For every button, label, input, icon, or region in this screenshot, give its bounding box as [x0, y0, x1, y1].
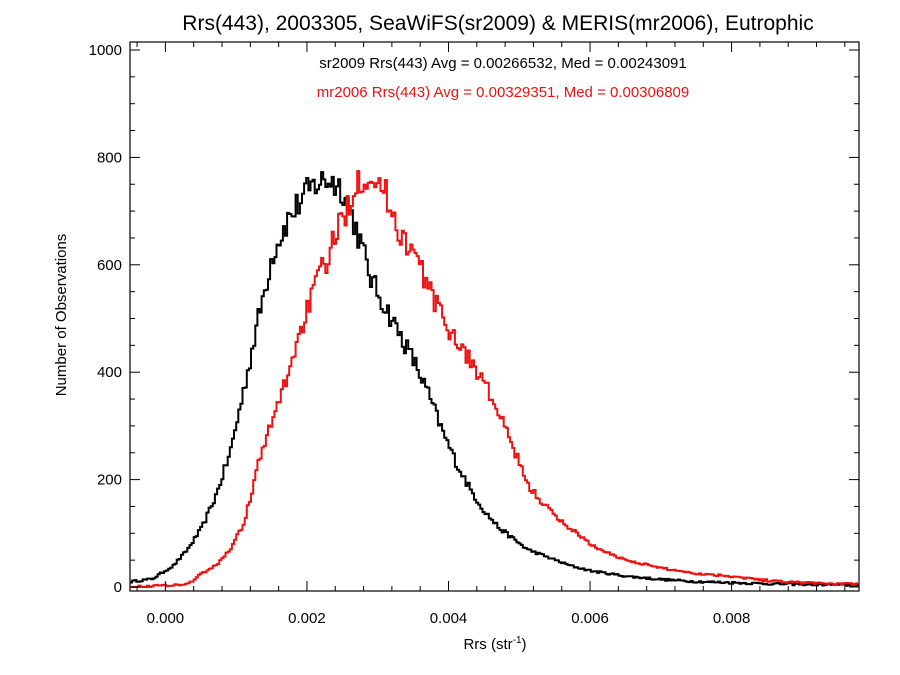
- x-tick-label: 0.006: [571, 610, 609, 627]
- series-line-0: [130, 171, 860, 587]
- x-tick-label: 0.008: [713, 610, 751, 627]
- series-group: [130, 170, 860, 588]
- plot-frame: [129, 41, 860, 592]
- y-axis-label: Number of Observations: [53, 234, 70, 397]
- x-axis-label-end: ): [522, 636, 527, 653]
- y-tick-label: 400: [97, 364, 122, 381]
- chart-title: Rrs(443), 2003305, SeaWiFS(sr2009) & MER…: [182, 12, 813, 35]
- y-tick-label: 600: [97, 257, 122, 274]
- x-tick-label: 0.002: [288, 610, 326, 627]
- y-tick-label: 800: [97, 149, 122, 166]
- legend-entry-sr2009: sr2009 Rrs(443) Avg = 0.00266532, Med = …: [319, 55, 687, 72]
- legend-entry-mr2006: mr2006 Rrs(443) Avg = 0.00329351, Med = …: [317, 84, 690, 101]
- x-tick-label: 0.004: [430, 610, 468, 627]
- y-tick-label: 200: [97, 472, 122, 489]
- y-tick-label: 1000: [89, 42, 122, 59]
- y-tick-label: 0: [114, 579, 122, 596]
- axis-ticks: 0.000 0.002 0.004 0.006 0.008 0 200 400 600 800 10…: [89, 42, 859, 627]
- x-tick-label: 0.000: [147, 610, 185, 627]
- x-axis-label-sup: -1: [513, 635, 522, 646]
- series-line-1: [130, 170, 860, 588]
- x-axis-label: Rrs (str-1): [463, 635, 526, 653]
- x-axis-label-main: Rrs (str: [463, 636, 512, 653]
